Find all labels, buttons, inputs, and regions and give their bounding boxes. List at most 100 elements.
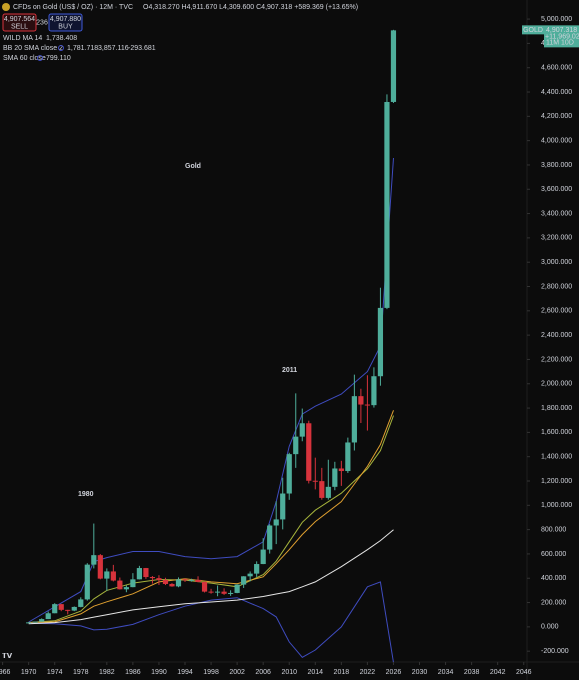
x-tick-label: 1966 bbox=[0, 669, 10, 676]
y-tick-label: 4,600.000 bbox=[541, 65, 572, 72]
x-tick-label: 1990 bbox=[151, 669, 167, 676]
sell-label: SELL bbox=[11, 23, 28, 30]
y-tick-label: 600.000 bbox=[541, 551, 566, 558]
y-tick-label: 4,400.000 bbox=[541, 89, 572, 96]
candle-body bbox=[65, 609, 71, 611]
x-tick-label: 2042 bbox=[490, 669, 506, 676]
candle-body bbox=[162, 579, 169, 584]
legend-value: -293.681 bbox=[128, 45, 156, 52]
indicator-line bbox=[28, 581, 394, 663]
x-tick-label: 2046 bbox=[516, 669, 532, 676]
candle-body bbox=[299, 423, 305, 437]
candle-body bbox=[338, 468, 344, 472]
y-tick-label: 400.000 bbox=[541, 575, 566, 582]
price-tag-change: +11,969.02% bbox=[545, 34, 579, 41]
candle-body bbox=[32, 621, 38, 623]
price-tag-value: 4,907.318 bbox=[546, 27, 577, 34]
candle-body bbox=[195, 579, 201, 583]
x-tick-label: 2030 bbox=[412, 669, 428, 676]
candle-body bbox=[26, 622, 32, 624]
x-tick-label: 1994 bbox=[177, 669, 193, 676]
candle-body bbox=[130, 579, 136, 588]
candle-body bbox=[325, 486, 331, 498]
candle-body bbox=[332, 468, 338, 487]
logo: 𝗧𝗩 bbox=[2, 653, 13, 660]
candle-body bbox=[280, 493, 286, 520]
candle-body bbox=[123, 587, 129, 590]
y-tick-label: 1,400.000 bbox=[541, 454, 572, 461]
x-tick-label: 1978 bbox=[73, 669, 89, 676]
candle-body bbox=[384, 101, 390, 308]
candle-body bbox=[97, 555, 103, 579]
y-tick-label: 1,000.000 bbox=[541, 502, 572, 509]
y-tick-label: 5,000.000 bbox=[541, 16, 572, 23]
x-tick-label: 2002 bbox=[229, 669, 245, 676]
price-tag-countdown: 11M 10D bbox=[546, 40, 574, 47]
indicator-line bbox=[28, 410, 394, 624]
candle-body bbox=[390, 30, 397, 102]
y-tick-label: 3,400.000 bbox=[541, 210, 572, 217]
spread: 236 bbox=[36, 19, 48, 26]
sell-button[interactable] bbox=[2, 13, 37, 32]
legend-name: WILD MA 14 bbox=[3, 35, 42, 42]
y-tick-label: 1,200.000 bbox=[541, 478, 572, 485]
y-tick-label: 3,200.000 bbox=[541, 235, 572, 242]
annotation: 1980 bbox=[78, 491, 94, 498]
candle-body bbox=[273, 519, 279, 526]
x-tick-label: 1986 bbox=[125, 669, 141, 676]
candle-body bbox=[175, 579, 182, 587]
candle-body bbox=[254, 564, 260, 574]
legend-icon bbox=[58, 45, 64, 51]
x-tick-label: 1998 bbox=[203, 669, 219, 676]
x-tick-label: 2018 bbox=[334, 669, 350, 676]
sell-price: 4,907.564 bbox=[4, 16, 35, 23]
candle-body bbox=[104, 571, 110, 579]
x-tick-label: 1982 bbox=[99, 669, 115, 676]
candle-body bbox=[364, 404, 371, 406]
x-tick-label: 2010 bbox=[281, 669, 297, 676]
candle-body bbox=[149, 577, 156, 579]
annotation: Gold bbox=[185, 163, 201, 170]
y-tick-label: -200.000 bbox=[541, 648, 569, 655]
candle-body bbox=[371, 376, 377, 406]
candle-body bbox=[45, 613, 51, 620]
legend-icon bbox=[37, 55, 43, 61]
candle-body bbox=[358, 396, 364, 405]
y-tick-label: 3,000.000 bbox=[541, 259, 572, 266]
candle-body bbox=[78, 599, 84, 607]
x-tick-label: 1974 bbox=[47, 669, 63, 676]
chart-title: CFDs on Gold (US$ / OZ) · 12M · TVC bbox=[13, 4, 133, 11]
y-tick-label: 2,600.000 bbox=[541, 308, 572, 315]
x-tick-label: 2026 bbox=[386, 669, 402, 676]
buy-button[interactable] bbox=[48, 13, 83, 32]
candle-body bbox=[306, 423, 312, 481]
candle-body bbox=[247, 573, 253, 577]
candle-body bbox=[52, 604, 58, 614]
y-tick-label: 2,800.000 bbox=[541, 283, 572, 290]
candle-body bbox=[117, 580, 123, 590]
candle-body bbox=[293, 436, 299, 455]
y-tick-label: 200.000 bbox=[541, 599, 566, 606]
x-tick-label: 2006 bbox=[255, 669, 271, 676]
y-tick-label: 0.000 bbox=[541, 624, 559, 631]
x-tick-label: 2038 bbox=[464, 669, 480, 676]
candle-body bbox=[71, 606, 77, 611]
candle-body bbox=[84, 564, 90, 600]
plot bbox=[26, 29, 397, 663]
y-tick-label: 4,200.000 bbox=[541, 113, 572, 120]
buy-price: 4,907.880 bbox=[50, 16, 81, 23]
candle-body bbox=[182, 579, 188, 581]
candle-body bbox=[234, 584, 240, 593]
y-tick-label: 800.000 bbox=[541, 526, 566, 533]
candle-body bbox=[267, 525, 273, 550]
legend-value: 1,738.408 bbox=[46, 35, 77, 42]
symbol-tag-label: GOLD bbox=[523, 27, 543, 34]
y-tick-label: 2,200.000 bbox=[541, 356, 572, 363]
candle-body bbox=[39, 619, 45, 622]
legend-value: 799.110 bbox=[46, 55, 71, 62]
candle-body bbox=[345, 442, 351, 472]
indicator-line bbox=[28, 529, 394, 625]
